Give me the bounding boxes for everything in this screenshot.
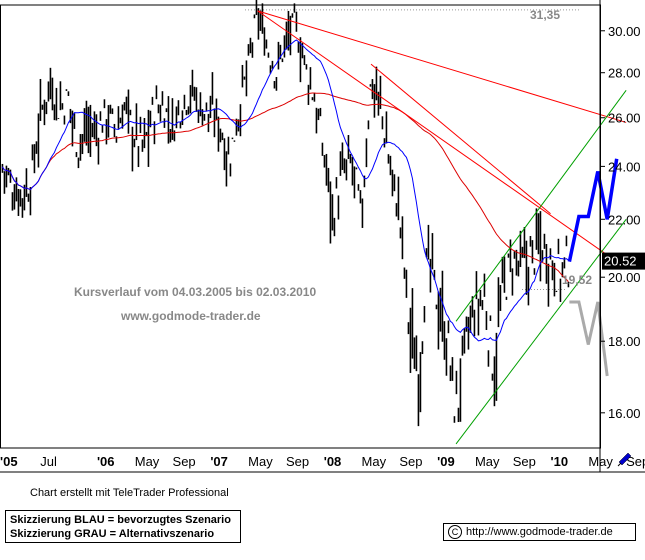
channel-lower-line: [455, 218, 627, 445]
pencil-shape: [618, 452, 632, 466]
axes: 30.00 28.00 26.00 24.00 22.00 20.00 18.00 16.00…: [0, 0, 645, 473]
price-bars: [1, 0, 570, 427]
x-tick-label: '07: [210, 454, 228, 469]
preferred-scenario-line: [567, 158, 619, 262]
x-tick-label: '09: [437, 454, 455, 469]
y-tick-label: 20.00: [608, 270, 641, 285]
alternative-scenario-line: [569, 300, 609, 377]
x-tick-label: Jul: [40, 454, 57, 469]
last-price-label: 20.52: [604, 254, 637, 269]
x-tick-label: '08: [324, 454, 342, 469]
x-tick-label: Sep: [513, 454, 536, 469]
period-annotation: Kursverlauf vom 04.03.2005 bis 02.03.201…: [74, 285, 316, 299]
y-tick-label: 28.00: [608, 66, 641, 81]
website-annotation: www.godmode-trader.de: [120, 309, 261, 323]
y-tick-label: 24.00: [608, 159, 641, 174]
x-tick-label: May: [588, 454, 613, 469]
plot-area: 31,35 19,52 Kursverlauf vom 04.03.2005 bis…: [1, 0, 627, 445]
legend-blue-label: Skizzierung BLAU = bevorzugtes Szenario: [10, 514, 231, 526]
x-tick-label: May: [362, 454, 387, 469]
x-tick-label: May: [135, 454, 160, 469]
x-tick-label: Sep: [286, 454, 309, 469]
website-url: http://www.godmode-trader.de: [466, 526, 613, 538]
high-value-label: 31,35: [530, 8, 560, 22]
x-tick-label: '05: [0, 454, 18, 469]
x-tick-label: Sep: [399, 454, 422, 469]
x-tick-label: May: [475, 454, 500, 469]
copyright-icon: C: [448, 525, 462, 539]
ma-50-line: [1, 39, 569, 342]
x-tick-label: May: [248, 454, 273, 469]
channel-upper-line: [455, 90, 627, 322]
x-tick-label: Sep: [626, 454, 645, 469]
y-tick-label: 22.00: [608, 212, 641, 227]
pencil-tip: [617, 462, 622, 467]
last-price-box: [602, 252, 645, 270]
resistance-line-long: [257, 10, 627, 123]
low-value-label: 19,52: [562, 273, 592, 287]
chart-credit: Chart erstellt mit TeleTrader Profession…: [30, 487, 229, 499]
legend-grey-label: Skizzierung GRAU = Alternativszenario: [10, 528, 215, 540]
y-tick-label: 26.00: [608, 111, 641, 126]
pencil-icon[interactable]: [617, 452, 632, 467]
x-tick-label: '10: [551, 454, 569, 469]
x-tick-label: Sep: [173, 454, 196, 469]
y-tick-label: 30.00: [608, 24, 641, 39]
x-tick-label: '06: [97, 454, 115, 469]
ma-200-line: [1, 92, 569, 283]
resistance-line-short: [257, 10, 627, 269]
scenario-legend: Skizzierung BLAU = bevorzugtes Szenario …: [5, 510, 241, 543]
resistance-line-2008: [370, 63, 551, 215]
y-tick-label: 18.00: [608, 334, 641, 349]
y-tick-label: 16.00: [608, 406, 641, 421]
